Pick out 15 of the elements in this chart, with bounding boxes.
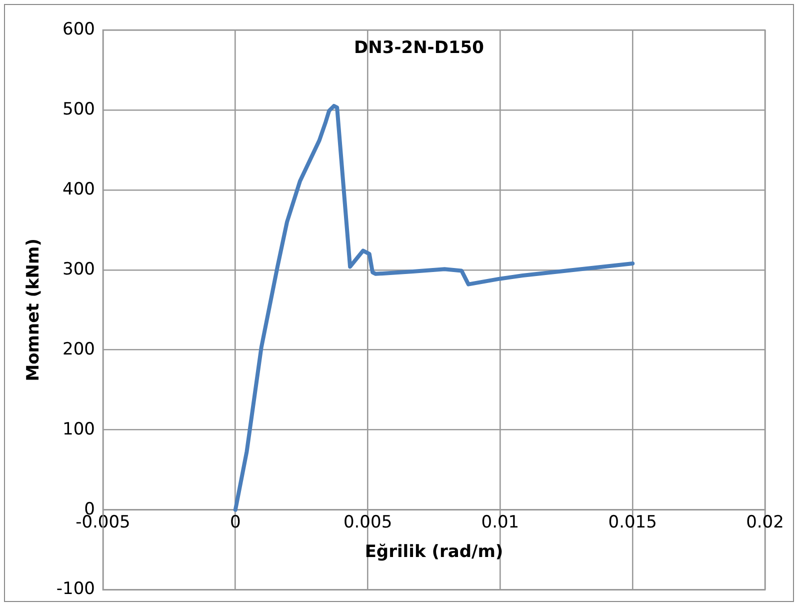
x-tick-label: 0.005 — [343, 512, 392, 532]
x-tick-label: 0.02 — [746, 512, 784, 532]
x-axis-title: Eğrilik (rad/m) — [364, 542, 504, 562]
y-tick-label: 100 — [62, 419, 95, 440]
y-tick-label: 200 — [62, 339, 95, 360]
y-tick-label: 500 — [62, 99, 95, 120]
y-tick-label: 300 — [62, 259, 95, 280]
y-tick-label: -100 — [56, 579, 95, 600]
text: DN3-2N-D150 — [354, 38, 484, 58]
x-tick-label: 0.015 — [608, 512, 657, 532]
y-tick-label: 600 — [62, 19, 95, 40]
y-tick-label: 400 — [62, 179, 95, 200]
x-tick-label: 0.01 — [481, 512, 520, 532]
y-axis-title: Momnet (kNm) — [24, 238, 44, 382]
x-tick-label: 0 — [230, 512, 241, 532]
